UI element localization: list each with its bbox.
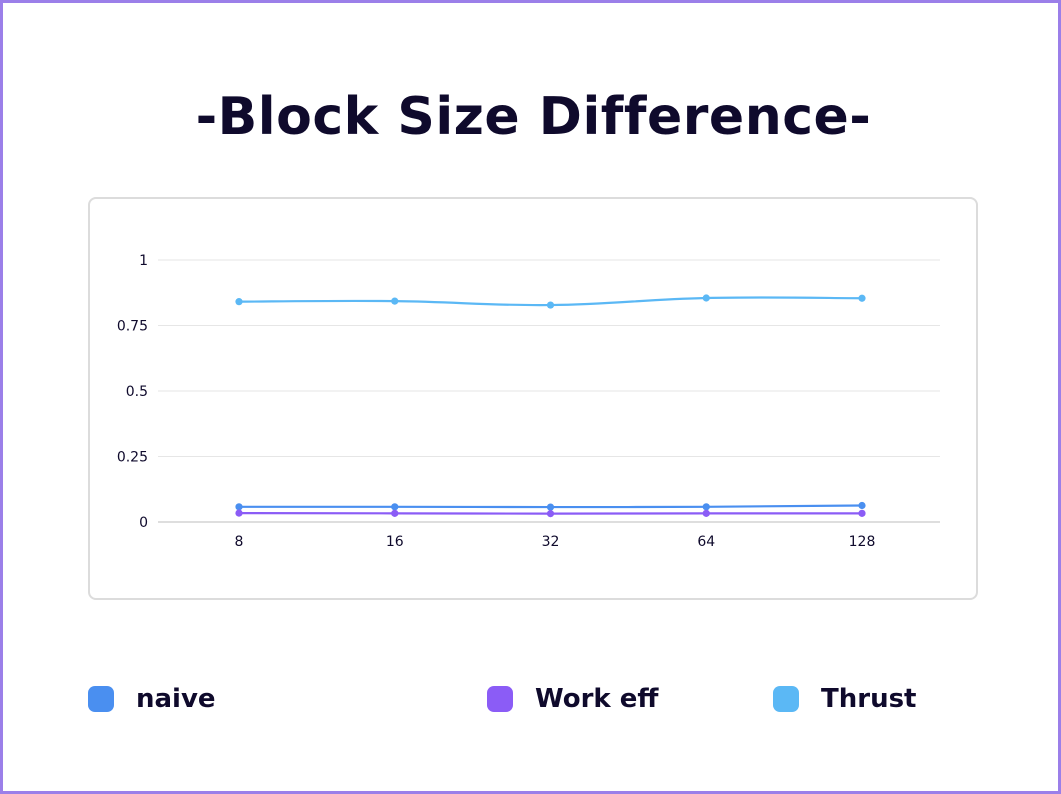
y-tick-label: 0.75 (117, 319, 148, 335)
data-point-work-eff (858, 509, 866, 517)
data-point-thrust (546, 301, 555, 309)
data-point-naive (546, 503, 555, 511)
y-tick-label: 0 (139, 515, 148, 531)
x-tick-label: 8 (235, 534, 244, 550)
data-point-thrust (858, 294, 866, 302)
y-tick-label: 0.5 (126, 384, 148, 400)
data-point-work-eff (235, 509, 243, 517)
data-point-naive (391, 503, 399, 511)
data-point-naive (858, 501, 866, 510)
legend-swatch-naive (88, 686, 114, 712)
data-point-work-eff (391, 509, 399, 517)
legend-label-thrust: Thrust (821, 684, 917, 714)
data-point-naive (235, 503, 243, 511)
data-point-work-eff (702, 509, 710, 517)
legend-label-naive: naive (136, 684, 216, 714)
x-tick-label: 64 (697, 534, 715, 550)
x-tick-label: 32 (542, 534, 560, 550)
y-tick-label: 1 (139, 253, 148, 269)
legend-swatch-thrust (773, 686, 799, 712)
legend-swatch-work-eff (487, 686, 513, 712)
data-point-thrust (391, 297, 399, 305)
data-point-thrust (235, 298, 243, 306)
legend-item-work-eff[interactable]: Work eff (487, 679, 658, 719)
legend-label-work-eff: Work eff (535, 684, 659, 714)
data-point-thrust (702, 294, 710, 302)
line-chart: 0 0.25 0.5 0.75 1 8 16 32 64 128 (117, 253, 940, 550)
data-point-work-eff (546, 510, 555, 518)
chart-card: 0 0.25 0.5 0.75 1 8 16 32 64 128 (88, 197, 978, 600)
legend-item-naive[interactable]: naive (88, 679, 216, 719)
chart-title: -Block Size Difference- (195, 87, 872, 147)
y-tick-label: 0.25 (117, 450, 148, 466)
legend-item-thrust[interactable]: Thrust (773, 679, 916, 719)
data-point-naive (702, 503, 710, 511)
legend: naive Work eff Thrust (3, 679, 1061, 719)
x-tick-label: 128 (849, 534, 876, 550)
x-tick-label: 16 (386, 534, 404, 550)
